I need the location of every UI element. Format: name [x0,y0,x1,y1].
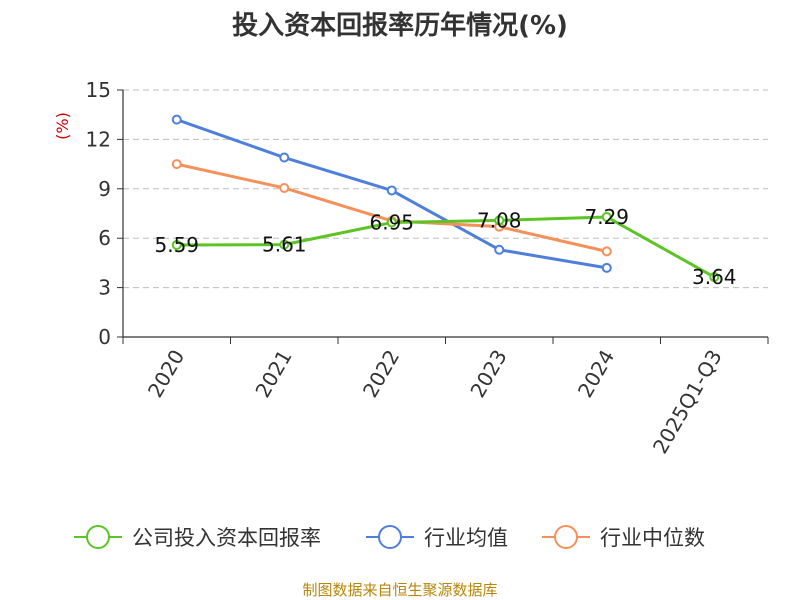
x-tick-label-2024: 2024 [573,346,619,402]
series-1-point-0 [171,114,182,125]
legend: 公司投入资本回报率 行业均值 行业中位数 [74,525,705,550]
legend-item-2: 行业中位数 [542,525,705,550]
series-0-point-5 [709,272,720,283]
legend-marker-0 [86,525,110,549]
chart-title: 投入资本回报率历年情况(%) [232,10,568,41]
series-1-point-1 [279,152,290,163]
legend-item-1: 行业均值 [366,525,508,550]
x-tick-label-2022: 2022 [358,346,404,402]
series-line-2 [176,162,608,253]
source-note: 制图数据来自恒生聚源数据库 [302,581,497,599]
series-0-point-3 [494,215,505,226]
series-lines [171,114,720,283]
x-tick-label-2021: 2021 [250,346,296,402]
series-line-0 [176,215,715,279]
data-label-2023: 7.08 [477,208,522,232]
series-2-point-1 [279,182,290,193]
y-tick-label-6: 6 [98,226,111,250]
series-0-point-0 [171,239,182,250]
series-0-point-1 [279,239,290,250]
data-label-2021: 5.61 [262,233,307,257]
legend-marker-2 [554,525,578,549]
data-labels: 5.59 5.61 6.95 7.08 7.29 3.64 [154,205,736,289]
data-label-2022: 6.95 [369,211,414,235]
series-2-point-4 [601,246,612,257]
y-axis-unit: (%) [53,112,72,140]
x-tick-labels: 2020 2021 2022 2023 2024 2025Q1-Q3 [143,346,727,458]
legend-label-0: 公司投入资本回报率 [132,526,321,550]
grid-lines [123,89,768,289]
series-0-point-4 [601,211,612,222]
y-tick-label-12: 12 [86,127,111,151]
series-1-point-3 [494,244,505,255]
series-1-point-2 [386,185,397,196]
legend-item-0: 公司投入资本回报率 [74,525,321,550]
y-tick-label-0: 0 [98,325,111,349]
axes [117,89,769,344]
legend-label-2: 行业中位数 [600,526,705,550]
x-tick-label-2023: 2023 [465,346,511,402]
x-tick-label-2020: 2020 [143,346,189,402]
series-1-point-4 [601,262,612,273]
legend-label-1: 行业均值 [424,526,508,550]
x-tick-label-2025Q1-Q3: 2025Q1-Q3 [648,346,727,458]
y-tick-label-15: 15 [86,78,111,102]
legend-marker-1 [378,525,402,549]
y-tick-label-3: 3 [98,276,111,300]
data-label-2025Q1-Q3: 3.64 [692,265,737,289]
series-0-point-2 [386,217,397,228]
data-label-2020: 5.59 [154,233,199,257]
data-label-2024: 7.29 [584,205,629,229]
y-tick-label-9: 9 [98,177,111,201]
y-tick-labels: 0 3 6 9 12 15 [86,78,111,349]
series-2-point-0 [171,159,182,170]
